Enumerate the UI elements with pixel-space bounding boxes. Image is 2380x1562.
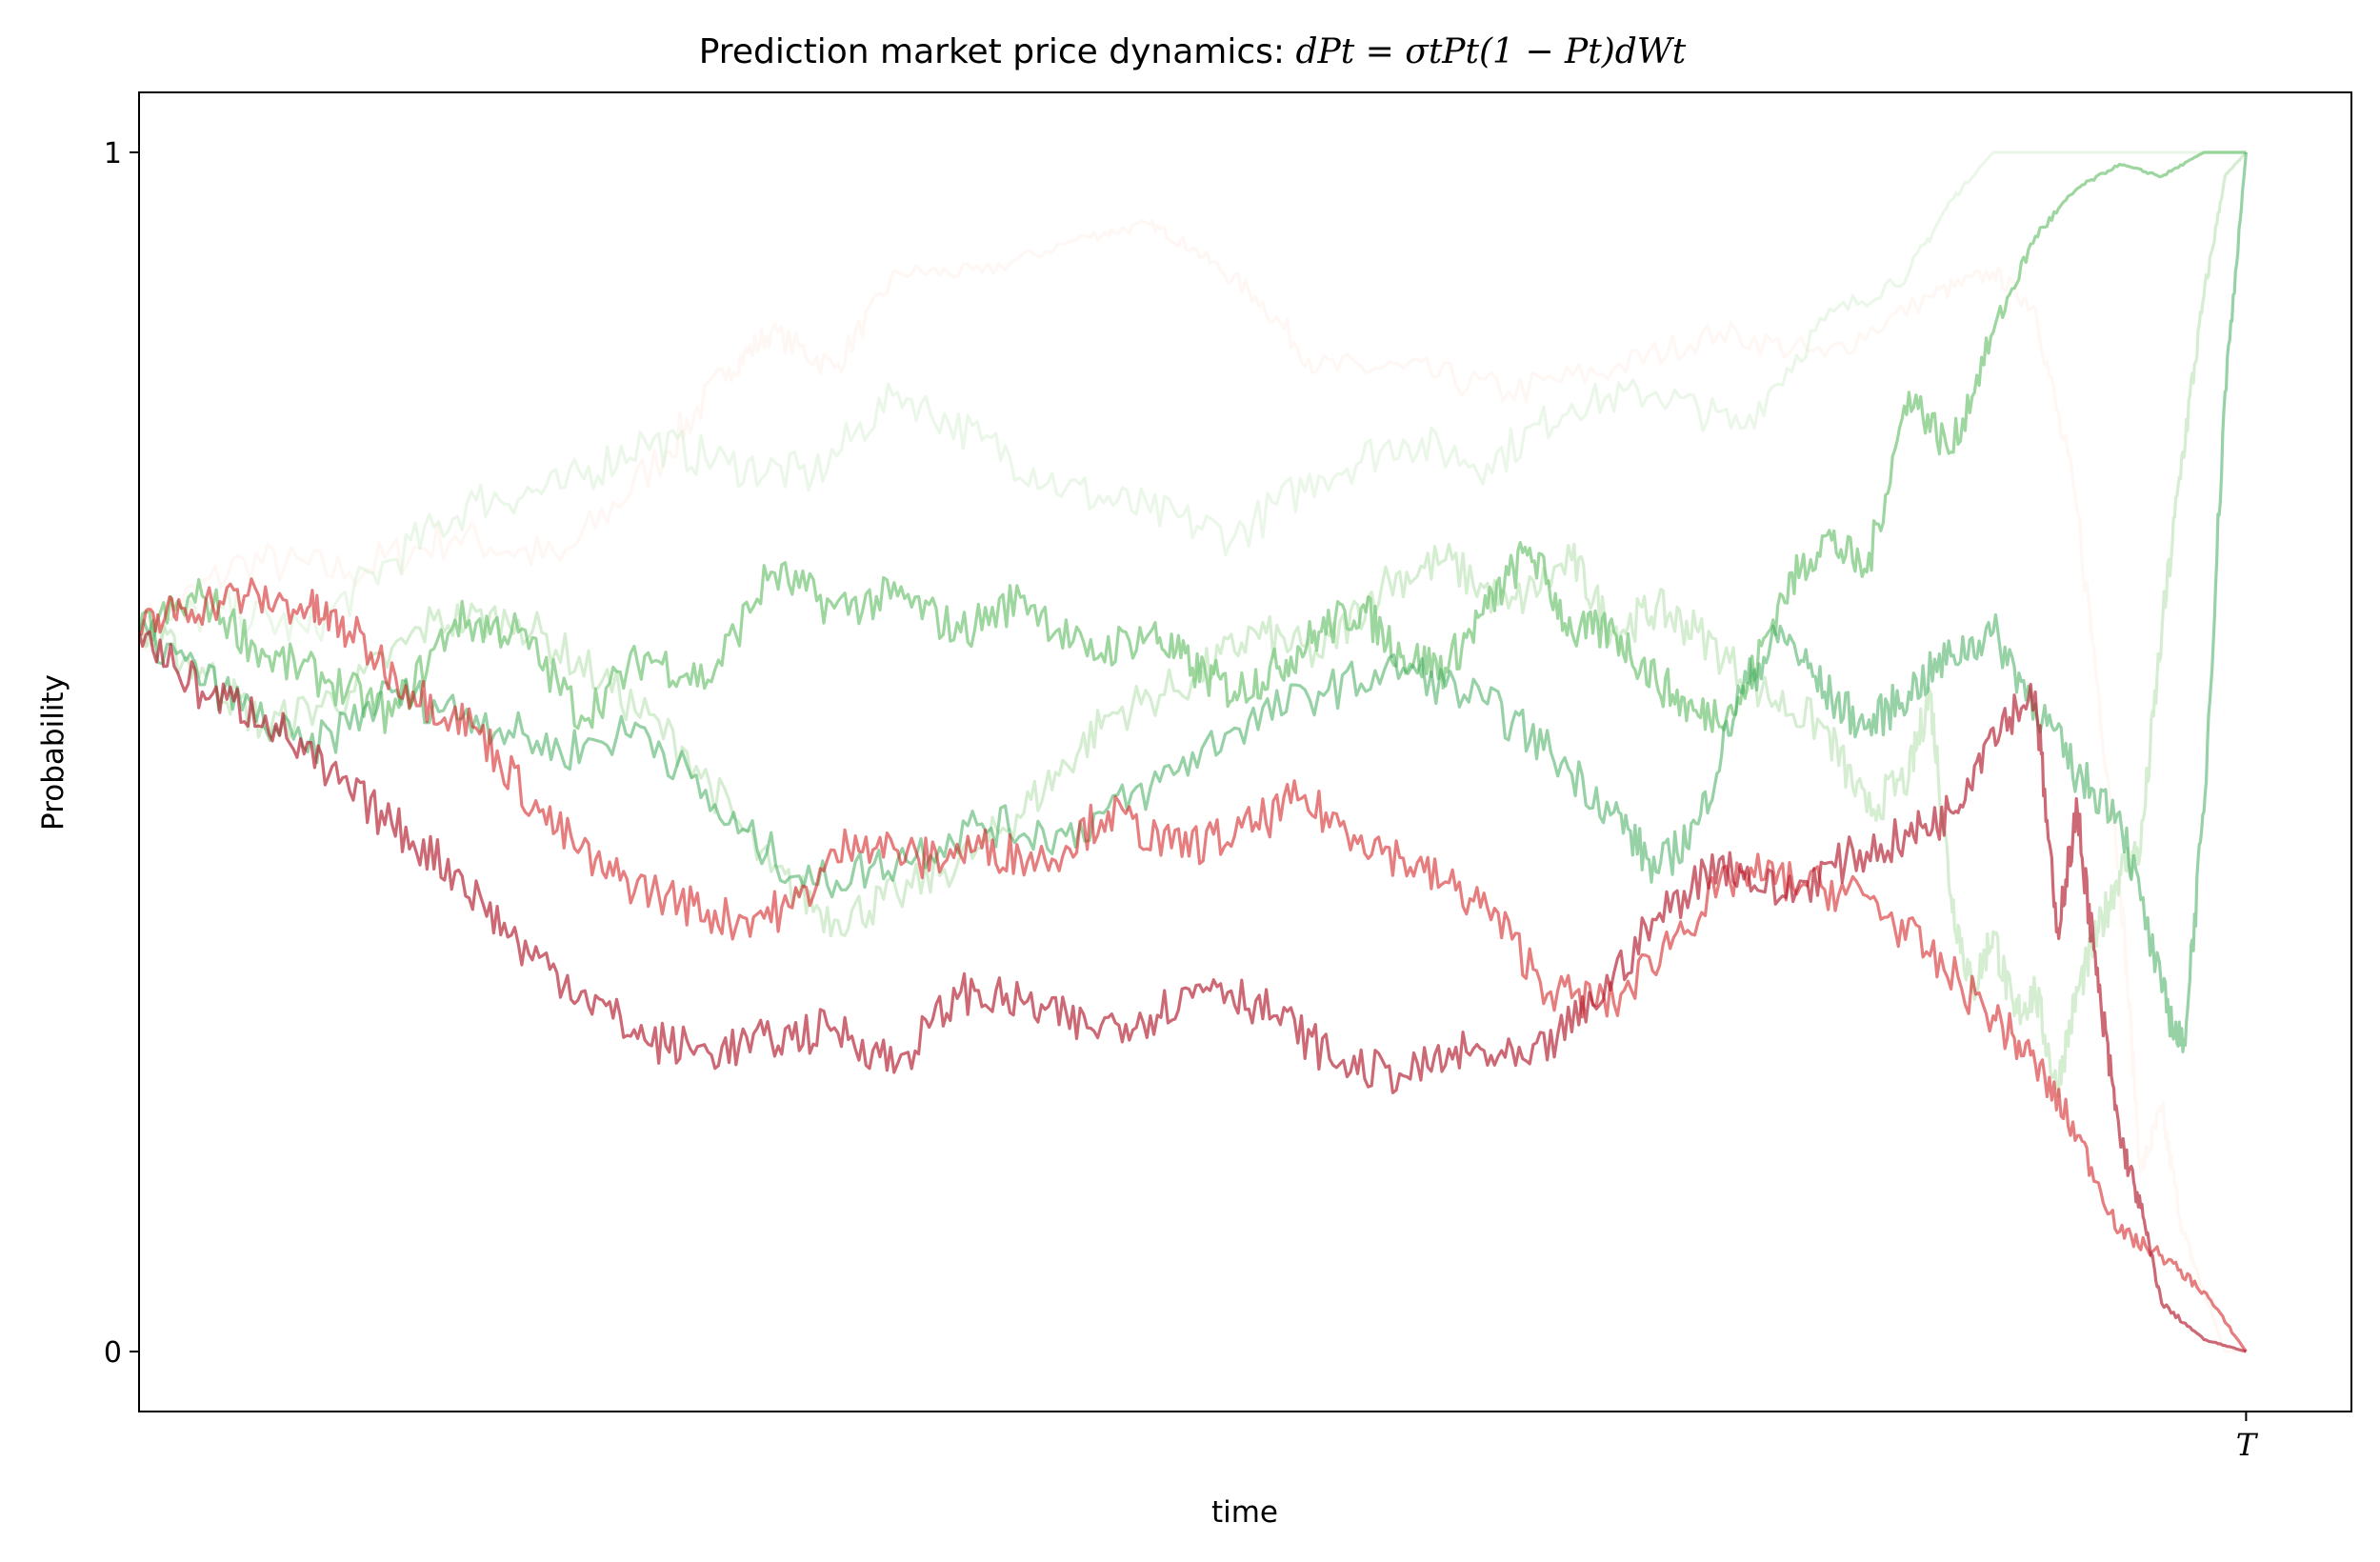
y-tick-label-1: 1 <box>104 137 122 170</box>
series-line-1 <box>139 219 2247 1353</box>
plot-area <box>139 150 2248 1353</box>
chart-title-formula: dPt = σtPt(1 − Pt)dWt <box>1295 32 1686 71</box>
y-tick-label-0: 0 <box>104 1336 122 1370</box>
series-line-5 <box>139 151 2248 1053</box>
series-line-2 <box>139 150 2247 648</box>
series-line-3 <box>139 150 2248 1098</box>
series-layer <box>139 150 2248 1353</box>
x-tick-label-T: T <box>2236 1427 2259 1463</box>
x-axis-label: time <box>1211 1495 1278 1530</box>
x-axis: T <box>2236 1412 2259 1463</box>
y-axis-label: Probability <box>36 674 70 831</box>
chart-title-prefix: Prediction market price dynamics: <box>699 32 1296 71</box>
series-line-7 <box>139 630 2247 1353</box>
series-line-6 <box>139 577 2248 1352</box>
y-axis: 01 <box>104 137 139 1370</box>
plot-frame <box>138 91 2352 1412</box>
series-line-4 <box>139 150 2247 734</box>
chart-title: Prediction market price dynamics: dPt = … <box>699 32 1687 71</box>
